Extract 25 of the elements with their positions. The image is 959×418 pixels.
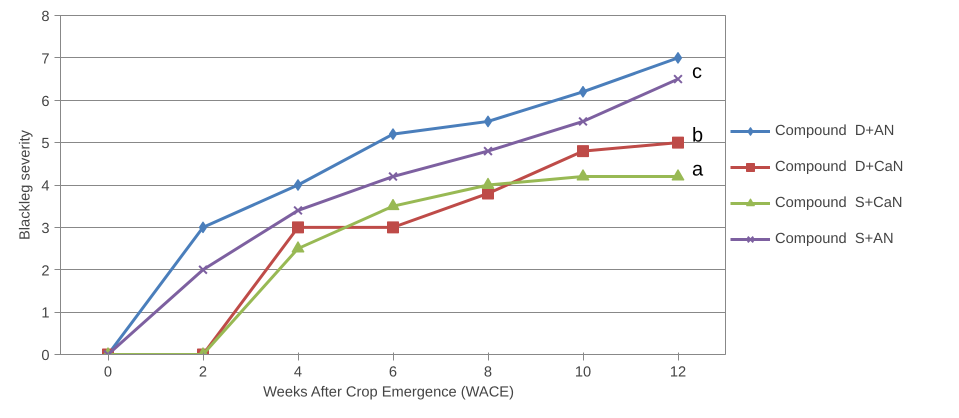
legend-label: Compound S+CaN <box>775 194 902 210</box>
x-tick-label: 4 <box>294 364 302 380</box>
y-axis-title: Blackleg severity <box>17 129 34 240</box>
x-tick-label: 0 <box>104 364 112 380</box>
x-axis-title: Weeks After Crop Emergence (WACE) <box>263 384 514 400</box>
y-tick-label: 8 <box>41 9 50 25</box>
y-tick-label: 3 <box>41 220 50 237</box>
annotation: a <box>692 158 704 181</box>
x-tick-label: 6 <box>388 364 398 380</box>
x-tick-label: 8 <box>484 364 492 380</box>
y-tick-label: 4 <box>41 178 50 194</box>
y-tick-label: 5 <box>41 136 50 152</box>
annotation: c <box>692 61 702 84</box>
legend-label: Compound D+AN <box>775 122 894 138</box>
x-tick-label: 12 <box>670 364 686 380</box>
annotation: b <box>692 124 704 147</box>
legend-label: Compound D+CaN <box>775 158 904 174</box>
y-tick-label: 0 <box>41 348 50 364</box>
y-tick-label: 2 <box>41 263 50 280</box>
y-tick-label: 6 <box>41 94 50 110</box>
x-tick-label: 2 <box>198 364 208 380</box>
y-tick-label: 1 <box>41 306 50 322</box>
y-tick-label: 7 <box>41 51 50 68</box>
legend-label: Compound S+AN <box>775 230 894 246</box>
x-tick-label: 10 <box>574 364 592 380</box>
